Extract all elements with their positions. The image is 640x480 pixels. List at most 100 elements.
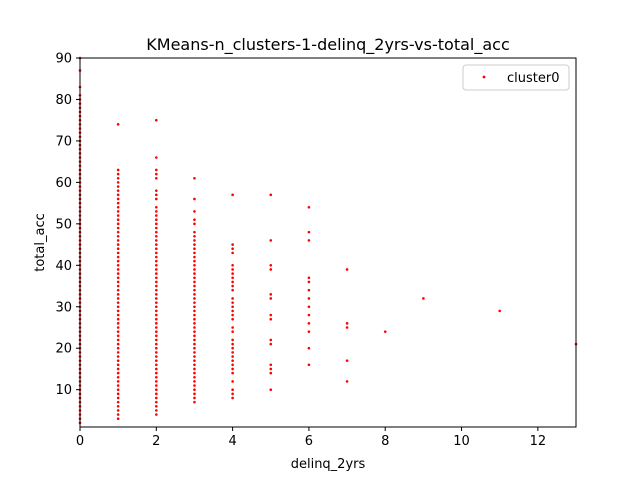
- data-point: [193, 359, 196, 362]
- data-point: [307, 230, 311, 234]
- data-point: [193, 268, 196, 271]
- data-point: [155, 388, 158, 391]
- data-point: [116, 346, 120, 350]
- data-point: [269, 293, 273, 296]
- data-point: [193, 272, 196, 275]
- data-point: [116, 322, 120, 325]
- data-point: [116, 392, 120, 396]
- data-point: [383, 330, 387, 333]
- data-point: [231, 330, 234, 333]
- data-point: [193, 297, 196, 300]
- data-point: [116, 251, 120, 255]
- data-point: [116, 247, 120, 251]
- x-tick-label: 6: [305, 434, 313, 449]
- data-point: [116, 413, 120, 416]
- data-point: [155, 276, 158, 280]
- legend-box: [462, 64, 570, 91]
- y-axis-label: total_acc: [33, 213, 48, 272]
- data-point: [193, 384, 196, 387]
- data-point: [231, 367, 234, 371]
- data-point: [307, 239, 311, 242]
- data-point: [269, 193, 273, 197]
- data-point: [231, 268, 234, 271]
- data-point: [231, 359, 234, 362]
- data-point: [307, 305, 311, 309]
- data-point: [155, 189, 158, 192]
- data-point: [193, 243, 196, 246]
- y-tick-label: 90: [55, 52, 72, 67]
- data-point: [193, 396, 196, 400]
- data-point: [116, 330, 120, 333]
- data-point: [193, 400, 196, 404]
- data-point: [116, 222, 120, 226]
- data-point: [155, 317, 158, 321]
- data-point: [155, 400, 158, 404]
- data-point: [155, 118, 158, 122]
- data-point: [193, 218, 196, 221]
- data-point: [231, 264, 234, 267]
- data-point: [116, 185, 120, 188]
- data-point: [116, 334, 120, 338]
- data-point: [116, 297, 120, 300]
- y-tick-label: 50: [55, 217, 72, 232]
- data-point: [155, 156, 158, 159]
- data-point: [193, 234, 196, 238]
- data-point: [155, 363, 158, 367]
- data-point: [193, 355, 196, 358]
- data-point: [116, 123, 120, 126]
- y-tick-label: 80: [55, 93, 72, 108]
- data-point: [116, 205, 120, 209]
- data-point: [155, 322, 158, 325]
- data-point: [155, 243, 158, 246]
- data-point: [345, 380, 349, 383]
- data-point: [193, 342, 196, 346]
- data-point: [269, 367, 273, 371]
- data-point: [231, 305, 234, 309]
- data-point: [155, 268, 158, 271]
- data-point: [193, 338, 196, 342]
- data-point: [155, 234, 158, 238]
- data-point: [155, 346, 158, 350]
- data-point: [307, 288, 311, 292]
- data-point: [193, 371, 196, 375]
- data-point: [422, 297, 425, 300]
- y-tick-label: 40: [55, 259, 72, 274]
- x-axis-ticks: 0 2 4 6 8 10 12: [76, 427, 546, 449]
- data-point: [231, 380, 234, 383]
- data-point: [193, 317, 196, 321]
- data-point: [155, 413, 158, 416]
- data-point: [155, 326, 158, 329]
- data-point: [155, 259, 158, 263]
- data-point: [116, 255, 120, 259]
- data-point: [193, 197, 196, 201]
- data-point: [307, 322, 311, 325]
- plot-frame: [79, 57, 577, 428]
- x-tick-label: 4: [228, 434, 236, 449]
- data-point: [193, 284, 196, 288]
- data-point: [193, 309, 196, 313]
- x-axis-label: delinq_2yrs: [291, 457, 366, 472]
- data-point: [155, 255, 158, 259]
- data-point: [155, 371, 158, 375]
- data-point: [307, 313, 311, 317]
- data-point: [116, 276, 120, 280]
- data-point: [269, 363, 273, 367]
- data-point: [231, 388, 234, 391]
- data-point: [155, 197, 158, 201]
- data-point: [155, 305, 158, 309]
- data-point: [307, 280, 311, 284]
- legend: cluster0: [462, 64, 570, 91]
- data-point: [231, 342, 234, 346]
- data-point: [231, 251, 234, 255]
- data-point: [116, 359, 120, 362]
- data-point: [155, 380, 158, 383]
- data-point: [193, 330, 196, 333]
- y-tick-label: 10: [55, 383, 72, 398]
- data-point: [193, 239, 196, 242]
- data-point: [155, 251, 158, 255]
- data-point: [231, 280, 234, 284]
- data-point: [155, 297, 158, 300]
- data-point: [155, 309, 158, 313]
- data-point: [231, 351, 234, 354]
- data-point: [116, 259, 120, 263]
